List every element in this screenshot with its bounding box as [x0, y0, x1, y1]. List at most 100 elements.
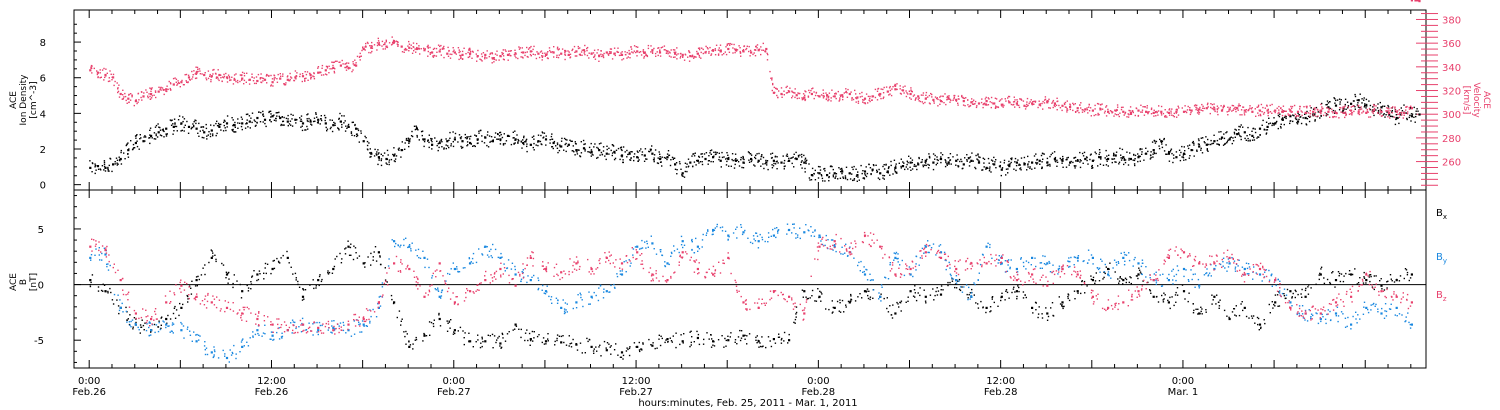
velocity-sample	[1299, 105, 1301, 108]
velocity-sample	[608, 51, 611, 53]
ion-density-sample	[541, 131, 543, 133]
ion-density-sample	[251, 112, 254, 114]
bx-sample	[355, 252, 357, 254]
ion-density-sample	[877, 177, 880, 179]
velocity-sample	[1359, 108, 1361, 111]
ion-density-point	[1182, 152, 1186, 155]
bx-sample	[344, 248, 346, 250]
bx-sample	[400, 324, 402, 326]
ion-density-sample	[545, 135, 547, 137]
ion-density-sample	[1211, 142, 1213, 145]
velocity-sample	[657, 47, 659, 49]
bx-sample	[1138, 267, 1140, 269]
ion-density-sample	[291, 125, 294, 127]
ion-density-sample	[365, 137, 367, 139]
velocity-sample	[1029, 101, 1031, 103]
bx-sample	[949, 281, 951, 284]
ion-density-sample	[1368, 100, 1370, 102]
ion-density-sample	[203, 137, 205, 139]
velocity-sample	[865, 93, 868, 95]
velocity-sample	[905, 90, 907, 92]
velocity-sample	[1340, 107, 1342, 109]
velocity-sample	[610, 51, 612, 53]
ion-density-sample	[776, 160, 778, 162]
velocity-sample	[717, 49, 720, 51]
velocity-sample	[684, 53, 686, 55]
ion-density-series	[89, 93, 1421, 182]
ion-density-point	[491, 140, 494, 143]
ion-density-sample	[1223, 133, 1225, 135]
ion-density-sample	[1170, 148, 1173, 150]
ion-density-sample	[813, 172, 815, 175]
bx-sample	[1273, 303, 1275, 306]
velocity-sample	[1389, 117, 1391, 119]
ion-density-sample	[467, 144, 469, 146]
velocity-sample	[1340, 111, 1342, 113]
ion-density-sample	[763, 167, 765, 170]
velocity-sample	[725, 53, 728, 56]
density-y-tick-label: 2	[40, 145, 46, 156]
ion-density-sample	[533, 135, 535, 137]
velocity-sample	[488, 55, 490, 58]
velocity-sample	[162, 88, 164, 91]
ion-density-sample	[161, 129, 164, 131]
velocity-sample	[668, 51, 671, 53]
bx-sample	[744, 334, 746, 337]
ion-density-sample	[883, 164, 885, 166]
ion-density-sample	[551, 138, 553, 140]
velocity-sample	[280, 75, 282, 77]
velocity-sample	[1137, 114, 1140, 117]
velocity-sample	[476, 56, 479, 58]
velocity-sample	[1150, 108, 1153, 111]
bx-sample	[1257, 323, 1259, 326]
ion-density-sample	[525, 139, 527, 142]
bx-sample	[1169, 296, 1171, 299]
velocity-sample	[260, 73, 262, 75]
ion-density-sample	[606, 145, 608, 147]
bx-sample	[868, 290, 870, 292]
ion-density-sample	[1193, 144, 1195, 146]
velocity-sample	[468, 49, 470, 51]
ion-density-sample	[178, 115, 181, 117]
velocity-sample	[842, 96, 844, 98]
bx-sample	[1090, 275, 1092, 277]
by-sample	[159, 328, 162, 331]
bx-sample	[1405, 269, 1408, 271]
ion-density-sample	[1314, 113, 1316, 115]
ion-density-sample	[693, 153, 695, 155]
ion-density-sample	[1115, 161, 1117, 163]
velocity-sample	[486, 50, 488, 52]
ion-density-sample	[1333, 97, 1335, 99]
bx-sample	[111, 299, 114, 301]
velocity-point	[1213, 108, 1216, 111]
ion-density-sample	[1189, 155, 1191, 157]
by-sample	[126, 321, 128, 323]
ion-density-sample	[883, 175, 886, 177]
velocity-sample	[405, 49, 407, 51]
velocity-sample	[657, 54, 659, 57]
ion-density-sample	[464, 137, 467, 139]
velocity-sample	[1081, 109, 1083, 111]
velocity-sample	[465, 53, 467, 55]
ion-density-sample	[1273, 124, 1275, 126]
velocity-sample	[723, 53, 725, 55]
bx-sample	[748, 333, 751, 335]
velocity-sample	[376, 42, 379, 44]
bx-sample	[1331, 272, 1333, 274]
ion-density-sample	[1133, 159, 1136, 162]
bx-sample	[600, 355, 602, 357]
velocity-sample	[1156, 110, 1158, 113]
velocity-sample	[1259, 113, 1262, 116]
ion-density-sample	[757, 161, 759, 163]
velocity-sample	[1241, 114, 1243, 116]
velocity-point	[1258, 109, 1262, 112]
bx-sample	[805, 296, 807, 298]
ion-density-sample	[659, 156, 661, 158]
ion-density-sample	[119, 159, 121, 162]
ion-density-sample	[289, 120, 292, 122]
ion-density-sample	[1128, 157, 1130, 160]
velocity-point	[1350, 109, 1353, 112]
velocity-sample	[1025, 106, 1027, 108]
ion-density-sample	[341, 126, 343, 128]
